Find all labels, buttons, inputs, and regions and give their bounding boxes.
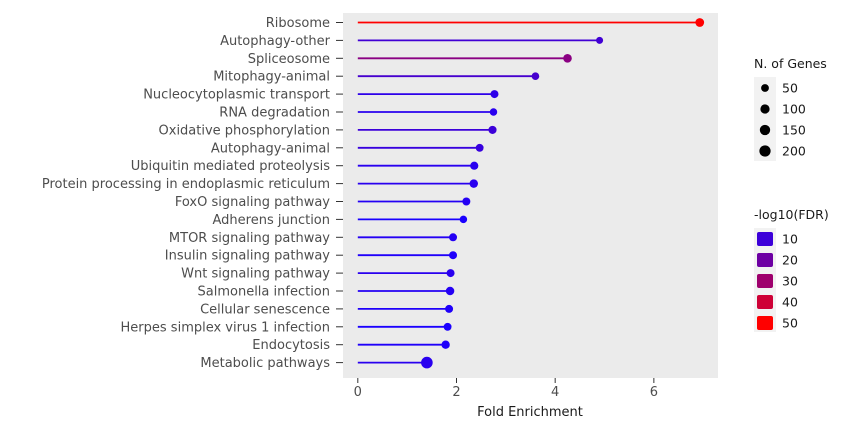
x-tick-label: 2 <box>452 385 460 400</box>
y-tick-label: Insulin signaling pathway <box>165 249 331 264</box>
lollipop-point <box>441 340 450 349</box>
lollipop-point <box>531 72 540 81</box>
lollipop-point <box>459 215 468 224</box>
y-tick-label: Wnt signaling pathway <box>181 267 330 282</box>
color-legend-label: 30 <box>782 274 798 289</box>
lollipop-point <box>596 36 604 44</box>
y-axis-ticks <box>336 22 343 364</box>
x-tick-label: 4 <box>551 385 559 400</box>
lollipop-point <box>445 286 455 296</box>
lollipop-point <box>446 269 455 278</box>
y-tick-label: Cellular senescence <box>200 302 330 317</box>
lollipop-point <box>449 251 458 260</box>
lollipop-points <box>421 18 705 369</box>
lollipop-point <box>462 197 471 206</box>
color-legend-label: 40 <box>782 295 798 310</box>
y-tick-label: Ubiquitin mediated proteolysis <box>131 159 331 174</box>
color-legend-key <box>757 274 773 288</box>
color-legend-key <box>757 253 773 267</box>
lollipop-point <box>470 161 479 170</box>
y-tick-label: Spliceosome <box>248 52 330 67</box>
x-tick-label: 0 <box>354 385 362 400</box>
lollipop-point <box>475 143 484 152</box>
plot-panel <box>343 13 718 378</box>
y-tick-label: Herpes simplex virus 1 infection <box>121 320 330 335</box>
x-axis-title: Fold Enrichment <box>477 405 583 420</box>
y-tick-label: FoxO signaling pathway <box>175 195 330 210</box>
lollipop-point <box>449 233 458 242</box>
y-tick-label: MTOR signaling pathway <box>169 231 330 246</box>
lollipop-point <box>563 53 572 63</box>
y-tick-label: Adherens junction <box>213 213 331 228</box>
size-legend-key <box>761 84 769 92</box>
lollipop-point <box>469 179 478 188</box>
color-legend-label: 50 <box>782 316 798 331</box>
size-legend-keys-bg <box>754 77 776 161</box>
size-legend-label: 100 <box>782 102 806 117</box>
color-legend: -log10(FDR) 10 20 30 40 50 <box>754 207 829 332</box>
color-legend-key <box>757 232 773 246</box>
lollipop-point <box>443 322 452 331</box>
size-legend-label: 50 <box>782 81 798 96</box>
size-legend-key <box>760 104 770 114</box>
y-tick-label: Oxidative phosphorylation <box>159 123 330 138</box>
y-axis-labels: Ribosome Autophagy-other Spliceosome Mitoph… <box>42 16 331 371</box>
y-tick-label: Metabolic pathways <box>200 356 330 371</box>
lollipop-point <box>445 304 454 313</box>
y-tick-label: Nucleocytoplasmic transport <box>143 88 330 103</box>
lollipop-point <box>421 356 433 369</box>
size-legend-key <box>759 124 771 136</box>
size-legend-title: N. of Genes <box>754 56 827 71</box>
y-tick-label: Autophagy-animal <box>211 141 330 156</box>
size-legend-key <box>759 145 771 157</box>
color-legend-label: 20 <box>782 253 798 268</box>
x-tick-label: 6 <box>650 385 658 400</box>
x-axis-ticks: 0 2 4 6 <box>354 378 658 400</box>
y-tick-label: Salmonella infection <box>198 285 330 300</box>
y-tick-label: RNA degradation <box>219 106 330 121</box>
lollipop-point <box>488 125 497 134</box>
y-tick-label: Autophagy-other <box>220 34 331 49</box>
color-legend-key <box>757 295 773 309</box>
color-legend-title: -log10(FDR) <box>754 207 829 222</box>
y-tick-label: Ribosome <box>266 16 330 31</box>
y-tick-label: Mitophagy-animal <box>213 70 330 85</box>
size-legend-label: 150 <box>782 123 806 138</box>
lollipop-point <box>490 90 499 99</box>
y-tick-label: Endocytosis <box>252 338 330 353</box>
color-legend-key <box>757 316 773 330</box>
size-legend: N. of Genes 50 100 150 200 <box>754 56 827 161</box>
size-legend-label: 200 <box>782 144 806 159</box>
y-tick-label: Protein processing in endoplasmic reticu… <box>42 177 330 192</box>
lollipop-segments <box>357 21 700 364</box>
color-legend-label: 10 <box>782 232 798 247</box>
lollipop-point <box>695 18 705 27</box>
lollipop-point <box>489 108 498 116</box>
